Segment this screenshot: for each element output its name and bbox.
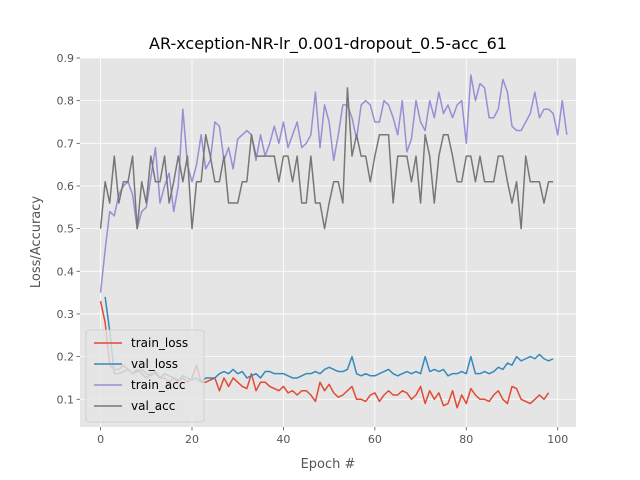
legend-label: train_loss xyxy=(131,336,188,350)
y-tick-label: 0.7 xyxy=(57,137,75,150)
y-tick-label: 0.1 xyxy=(57,393,75,406)
y-tick-label: 0.4 xyxy=(57,265,75,278)
x-tick-label: 20 xyxy=(185,433,199,446)
y-tick-label: 0.9 xyxy=(57,52,75,65)
series-train-acc xyxy=(99,74,568,293)
x-axis-label: Epoch # xyxy=(301,457,356,472)
legend-label: train_acc xyxy=(131,378,185,392)
series-val-acc xyxy=(99,87,554,230)
x-tick-label: 0 xyxy=(97,433,104,446)
x-tick-label: 100 xyxy=(547,433,568,446)
y-tick-label: 0.6 xyxy=(57,180,75,193)
ticks: 0 20 40 60 80 100 0.1 0.2 0.3 0.4 0.5 0.6 0.7 0.8 0.9 xyxy=(57,52,569,446)
legend-label: val_acc xyxy=(131,399,175,413)
y-tick-label: 0.2 xyxy=(57,351,75,364)
legend-label: val_loss xyxy=(131,357,178,371)
y-tick-label: 0.5 xyxy=(57,223,75,236)
y-tick-label: 0.3 xyxy=(57,308,75,321)
y-axis-label: Loss/Accuracy xyxy=(29,196,44,289)
x-tick-label: 40 xyxy=(276,433,290,446)
x-tick-label: 80 xyxy=(459,433,473,446)
chart-title: AR-xception-NR-lr_0.001-dropout_0.5-acc_… xyxy=(149,34,507,54)
legend: train_loss val_loss train_acc val_acc xyxy=(85,329,205,423)
x-tick-label: 60 xyxy=(368,433,382,446)
y-tick-label: 0.8 xyxy=(57,95,75,108)
legend-box xyxy=(85,329,205,423)
